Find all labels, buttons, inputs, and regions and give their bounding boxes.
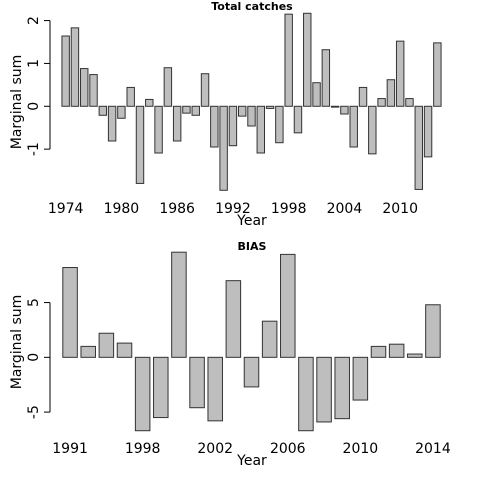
bar bbox=[107, 105, 117, 142]
bar bbox=[191, 105, 200, 116]
x-tick-label: 1974 bbox=[48, 201, 84, 217]
bar bbox=[61, 35, 70, 107]
x-tick-label: 2010 bbox=[343, 441, 379, 457]
bar bbox=[256, 105, 266, 154]
bar bbox=[261, 320, 278, 358]
bar bbox=[405, 98, 414, 107]
bar bbox=[135, 105, 145, 184]
bar bbox=[98, 332, 115, 358]
bar bbox=[62, 267, 78, 358]
bar bbox=[189, 356, 205, 409]
bar bbox=[293, 105, 303, 134]
bar bbox=[414, 105, 423, 190]
bar bbox=[182, 105, 191, 114]
bar bbox=[386, 79, 396, 107]
bar bbox=[117, 105, 126, 119]
bar bbox=[145, 98, 154, 107]
bar bbox=[280, 253, 296, 358]
y-tick-label: -5 bbox=[26, 405, 42, 419]
bar bbox=[330, 105, 340, 108]
bar bbox=[388, 343, 405, 358]
bar bbox=[423, 105, 433, 158]
bar bbox=[134, 356, 151, 432]
x-tick-label: 2004 bbox=[327, 201, 363, 217]
bar bbox=[80, 345, 96, 358]
bar bbox=[349, 105, 358, 148]
chart-title: BIAS bbox=[238, 240, 267, 253]
bar bbox=[70, 27, 80, 107]
x-tick-label: 2010 bbox=[382, 201, 418, 217]
bar bbox=[334, 356, 350, 420]
bar bbox=[358, 86, 368, 107]
bar bbox=[207, 356, 223, 422]
bar bbox=[433, 42, 442, 107]
y-tick-label: 0 bbox=[26, 102, 42, 111]
x-tick-label: 2014 bbox=[415, 441, 451, 457]
bar bbox=[80, 68, 89, 107]
y-axis-label: Marginal sum bbox=[9, 295, 25, 390]
bar bbox=[370, 345, 387, 358]
bar bbox=[219, 105, 228, 191]
bar bbox=[243, 356, 260, 388]
y-tick-label: 5 bbox=[26, 298, 42, 307]
x-tick-label: 1998 bbox=[125, 441, 161, 457]
bar bbox=[298, 356, 314, 432]
x-tick-label: 1992 bbox=[215, 201, 251, 217]
bar bbox=[116, 342, 133, 358]
x-tick-label: 1991 bbox=[52, 441, 88, 457]
bar bbox=[303, 12, 312, 107]
bar bbox=[237, 105, 247, 117]
y-tick-label: -1 bbox=[26, 142, 42, 156]
bar bbox=[163, 67, 173, 107]
bar bbox=[265, 105, 275, 109]
x-tick-label: 1986 bbox=[159, 201, 195, 217]
x-axis-label: Year bbox=[236, 453, 267, 469]
bar bbox=[171, 251, 187, 358]
bar bbox=[368, 105, 377, 155]
bar bbox=[352, 356, 369, 401]
bar bbox=[395, 40, 405, 107]
x-tick-label: 1980 bbox=[104, 201, 140, 217]
bar bbox=[153, 356, 169, 419]
bar bbox=[377, 98, 386, 107]
bar bbox=[312, 82, 321, 107]
chart-title: Total catches bbox=[211, 0, 293, 13]
bar bbox=[275, 105, 284, 144]
bar bbox=[225, 280, 242, 358]
bar bbox=[321, 49, 331, 107]
y-tick-label: 1 bbox=[26, 59, 42, 68]
bar bbox=[228, 105, 238, 147]
bar bbox=[172, 105, 182, 142]
bar bbox=[316, 356, 332, 423]
bar bbox=[200, 73, 210, 107]
bar bbox=[126, 86, 135, 107]
bar bbox=[284, 13, 293, 107]
bar bbox=[210, 105, 219, 148]
x-tick-label: 2006 bbox=[270, 441, 306, 457]
bar bbox=[154, 105, 163, 154]
y-tick-label: 0 bbox=[26, 353, 42, 362]
bar bbox=[425, 304, 441, 358]
bar bbox=[247, 105, 256, 127]
bar bbox=[98, 105, 108, 116]
y-axis-label: Marginal sum bbox=[9, 55, 25, 150]
x-axis-label: Year bbox=[236, 213, 267, 229]
bar bbox=[340, 105, 349, 115]
x-tick-label: 2002 bbox=[197, 441, 233, 457]
bar bbox=[407, 353, 423, 358]
bar bbox=[89, 74, 98, 107]
x-tick-label: 1998 bbox=[271, 201, 307, 217]
y-tick-label: 2 bbox=[26, 16, 42, 25]
